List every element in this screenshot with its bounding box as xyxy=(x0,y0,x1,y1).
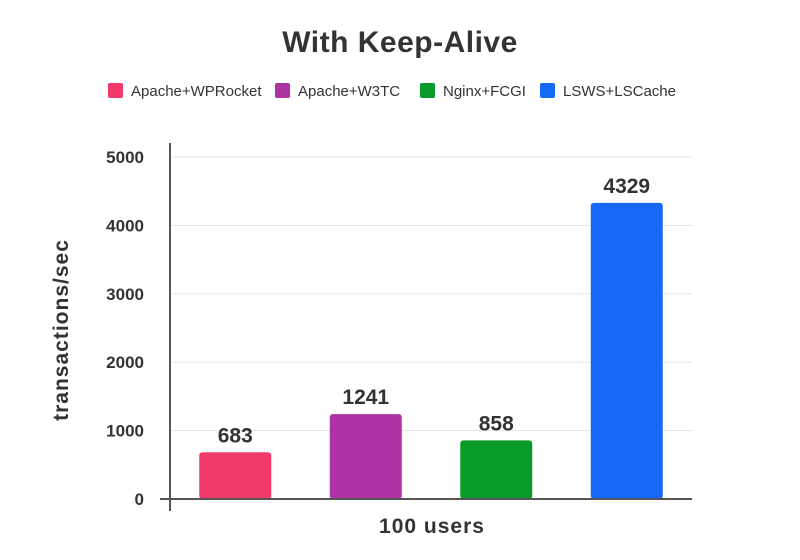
legend-swatch xyxy=(420,83,435,98)
y-tick-label: 0 xyxy=(135,490,144,509)
y-tick-label: 1000 xyxy=(106,422,144,441)
axes: 0 1000 2000 3000 4000 5000 xyxy=(106,143,692,511)
legend-swatch xyxy=(540,83,555,98)
y-tick-label: 2000 xyxy=(106,353,144,372)
y-axis-title: transactions/sec xyxy=(50,239,73,421)
chart-title: With Keep-Alive xyxy=(282,26,518,59)
legend-swatch xyxy=(108,83,123,98)
y-tick-label: 5000 xyxy=(106,148,144,167)
legend: Apache+WPRocket Apache+W3TC Nginx+FCGI LSWS… xyxy=(108,83,676,100)
legend-label: LSWS+LSCache xyxy=(563,83,676,100)
bar-nginx-fcgi xyxy=(460,440,533,499)
y-tick-label: 4000 xyxy=(106,216,144,235)
data-label: 1241 xyxy=(342,386,389,409)
legend-label: Apache+W3TC xyxy=(298,83,400,100)
data-label: 858 xyxy=(479,412,514,435)
bars: 683 1241 858 4329 xyxy=(199,175,663,499)
y-tick-label: 3000 xyxy=(106,285,144,304)
data-label: 683 xyxy=(218,424,253,447)
data-label: 4329 xyxy=(603,175,650,198)
bar-apache-wprocket xyxy=(199,452,272,499)
bar-lsws-lscache xyxy=(590,202,663,499)
x-axis-title: 100 users xyxy=(379,515,485,538)
legend-label: Nginx+FCGI xyxy=(443,83,526,100)
legend-swatch xyxy=(275,83,290,98)
legend-label: Apache+WPRocket xyxy=(131,83,262,100)
bar-apache-w3tc xyxy=(329,414,402,499)
